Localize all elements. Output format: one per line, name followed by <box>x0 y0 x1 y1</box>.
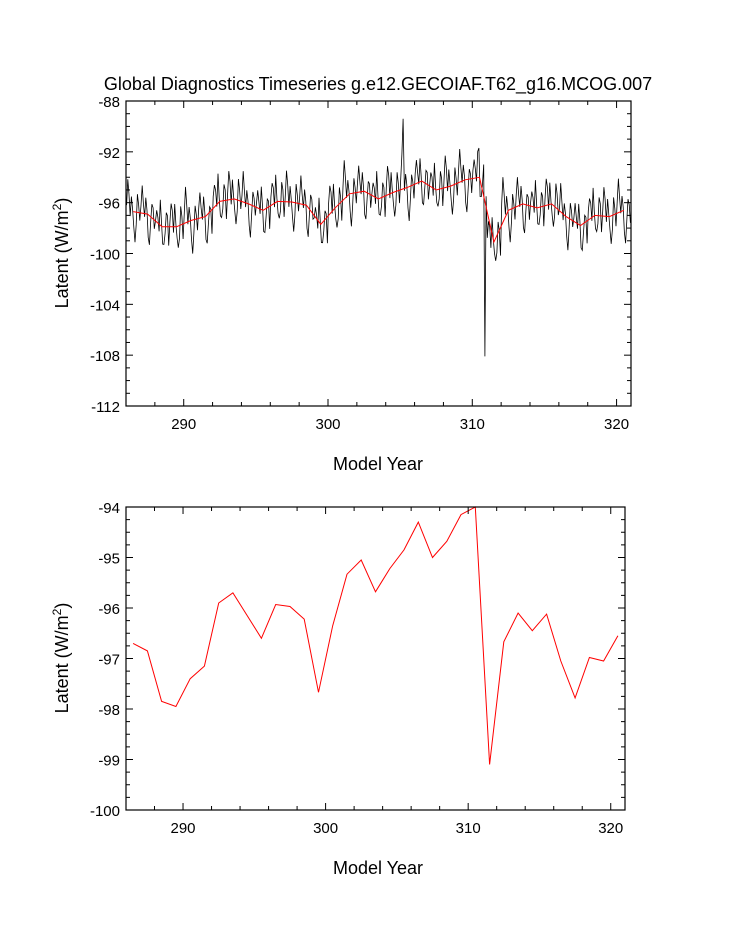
top-xtick-label: 300 <box>315 416 340 433</box>
bottom-series-annual <box>132 506 619 765</box>
bottom-x-axis-label: Model Year <box>333 858 423 878</box>
bottom-xtick-label: 310 <box>456 820 481 837</box>
bottom-ytick-label: -99 <box>98 753 120 770</box>
top-y-ticks: -112 -108 -104 -100 -96 -92 -88 <box>90 94 631 416</box>
bottom-ytick-label: -96 <box>98 601 120 618</box>
bottom-annual-mean-line <box>132 506 619 765</box>
bottom-ytick-label: -94 <box>98 500 120 517</box>
top-ytick-label: -88 <box>98 94 120 111</box>
bottom-x-ticks: 290 300 310 320 <box>125 507 623 837</box>
top-series-monthly <box>126 118 631 357</box>
bottom-xtick-label: 320 <box>598 820 623 837</box>
top-x-axis-label: Model Year <box>333 454 423 474</box>
bottom-xtick-label: 290 <box>171 820 196 837</box>
bottom-ytick-label: -95 <box>98 551 120 568</box>
top-xtick-label: 290 <box>171 416 196 433</box>
top-y-axis-label-close: ) <box>52 198 72 204</box>
top-ytick-label: -112 <box>91 399 120 416</box>
bottom-ytick-label: -100 <box>90 803 120 820</box>
bottom-y-axis-label-sup: 2 <box>50 608 64 615</box>
bottom-ytick-label: -97 <box>98 652 120 669</box>
bottom-y-axis-label: Latent (W/m2) <box>50 603 72 714</box>
top-annual-mean-line <box>133 176 625 244</box>
top-plot-frame <box>125 100 632 407</box>
top-ytick-label: -96 <box>98 196 120 213</box>
top-y-axis-label-sup: 2 <box>50 203 64 210</box>
top-ytick-label: -104 <box>90 297 120 314</box>
top-series-annual <box>133 176 625 244</box>
bottom-plot-frame <box>125 506 626 811</box>
top-y-axis-label: Latent (W/m2) <box>50 198 72 309</box>
top-y-axis-label-main: Latent (W/m <box>52 210 72 308</box>
top-ytick-label: -100 <box>90 247 120 264</box>
top-monthly-line <box>126 118 631 357</box>
bottom-y-axis-label-main: Latent (W/m <box>52 615 72 713</box>
figure-title: Global Diagnostics Timeseries g.e12.GECO… <box>104 74 652 95</box>
bottom-xtick-label: 300 <box>313 820 338 837</box>
top-ytick-label: -108 <box>90 348 120 365</box>
top-x-ticks: 290 300 310 320 <box>125 101 629 433</box>
top-xtick-label: 310 <box>460 416 485 433</box>
bottom-y-ticks: -100 -99 -98 -97 -96 -95 -94 <box>90 500 625 820</box>
bottom-ytick-label: -98 <box>98 702 120 719</box>
bottom-y-axis-label-close: ) <box>52 603 72 609</box>
top-ytick-label: -92 <box>98 145 120 162</box>
bottom-panel: -100 -99 -98 -97 -96 -95 -94 290 300 310 320 Mode… <box>50 500 626 878</box>
top-panel: -112 -108 -104 -100 -96 -92 -88 290 300 310 320 M… <box>50 94 632 474</box>
top-xtick-label: 320 <box>604 416 629 433</box>
